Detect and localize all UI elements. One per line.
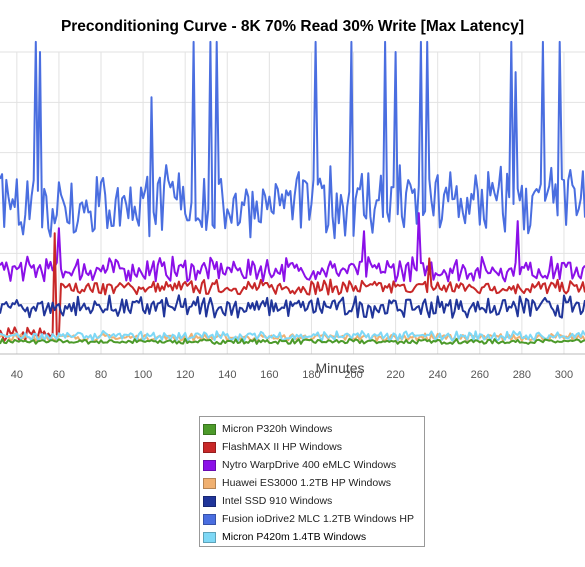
- x-tick-label: 220: [386, 369, 404, 381]
- legend-label: Micron P320h Windows: [222, 423, 333, 435]
- legend-swatch: [203, 513, 216, 525]
- series-lines: [0, 40, 585, 345]
- chart-legend: Micron P320h Windows FlashMAX II HP Windo…: [199, 416, 425, 547]
- legend-item[interactable]: Intel SSD 910 Windows: [203, 492, 424, 510]
- x-tick-label: 160: [260, 369, 278, 381]
- legend-item[interactable]: Nytro WarpDrive 400 eMLC Windows: [203, 456, 424, 474]
- series-line-4: [0, 294, 585, 319]
- x-tick-label: 280: [513, 369, 531, 381]
- legend-label: Fusion ioDrive2 MLC 1.2TB Windows HP: [222, 513, 414, 525]
- legend-label: Nytro WarpDrive 400 eMLC Windows: [222, 459, 397, 471]
- legend-swatch: [203, 495, 216, 507]
- legend-item[interactable]: Fusion ioDrive2 MLC 1.2TB Windows HP: [203, 510, 424, 528]
- x-axis-label: Minutes: [315, 360, 365, 376]
- series-line-0: [0, 337, 585, 345]
- x-tick-label: 140: [218, 369, 236, 381]
- legend-swatch: [203, 477, 216, 489]
- legend-swatch: [203, 441, 216, 453]
- legend-swatch: [203, 423, 216, 435]
- x-tick-label: 300: [555, 369, 573, 381]
- legend-swatch: [203, 531, 216, 543]
- series-line-5: [0, 40, 585, 240]
- series-line-6: [0, 330, 585, 342]
- x-tick-label: 200: [344, 369, 362, 381]
- x-tick-label: 260: [471, 369, 489, 381]
- x-axis-ticks: 40 60 80 100 120 140 160 180 200 220 240 260 280 300: [11, 369, 573, 381]
- legend-label: Micron P420m 1.4TB Windows: [222, 531, 367, 543]
- x-tick-label: 80: [95, 369, 107, 381]
- legend-label: FlashMAX II HP Windows: [222, 441, 343, 453]
- legend-item[interactable]: FlashMAX II HP Windows: [203, 438, 424, 456]
- x-tick-label: 60: [53, 369, 65, 381]
- legend-label: Huawei ES3000 1.2TB HP Windows: [222, 477, 392, 489]
- x-tick-label: 240: [429, 369, 447, 381]
- x-tick-label: 120: [176, 369, 194, 381]
- series-line-1: [0, 232, 585, 342]
- series-line-2: [0, 212, 585, 283]
- x-tick-label: 180: [302, 369, 320, 381]
- chart-title: Preconditioning Curve - 8K 70% Read 30% …: [60, 18, 525, 35]
- legend-label: Intel SSD 910 Windows: [222, 495, 333, 507]
- legend-item[interactable]: Micron P320h Windows: [203, 420, 424, 438]
- legend-item[interactable]: Huawei ES3000 1.2TB HP Windows: [203, 474, 424, 492]
- legend-item[interactable]: Micron P420m 1.4TB Windows: [203, 528, 424, 546]
- legend-swatch: [203, 459, 216, 471]
- x-tick-label: 100: [134, 369, 152, 381]
- x-tick-label: 40: [11, 369, 23, 381]
